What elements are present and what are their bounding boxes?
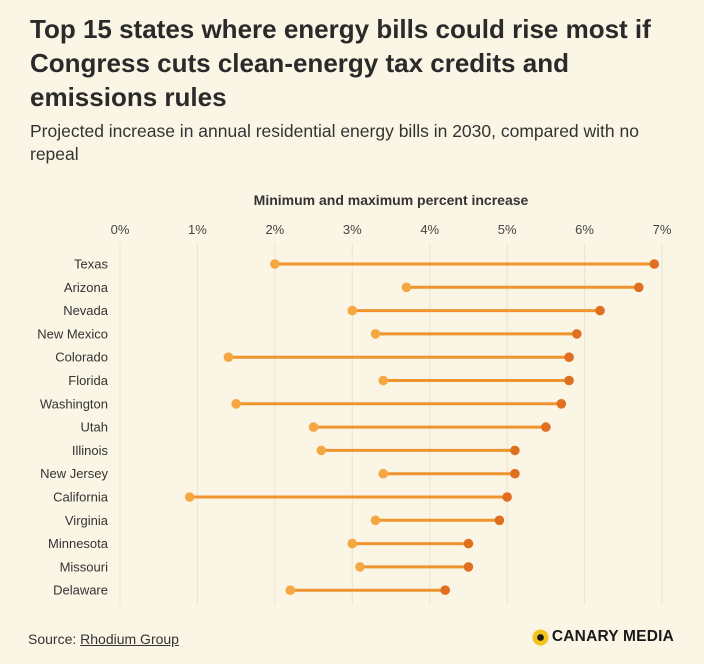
state-label: Florida bbox=[68, 373, 109, 388]
max-point bbox=[595, 305, 605, 316]
dumbbell-row: Florida bbox=[68, 373, 574, 388]
chart-title: Top 15 states where energy bills could r… bbox=[30, 14, 651, 112]
x-tick-label: 0% bbox=[111, 222, 130, 237]
max-point bbox=[649, 259, 660, 269]
dumbbell-row: Arizona bbox=[64, 280, 644, 295]
x-tick-label: 4% bbox=[420, 222, 439, 237]
max-point bbox=[633, 282, 644, 293]
max-point bbox=[564, 375, 574, 386]
x-tick-label: 6% bbox=[575, 222, 594, 237]
max-point bbox=[572, 329, 582, 339]
dumbbell-row: New Mexico bbox=[37, 326, 582, 341]
max-point bbox=[510, 445, 520, 456]
min-point bbox=[223, 352, 234, 363]
max-point bbox=[463, 562, 474, 572]
state-label: New Mexico bbox=[37, 326, 108, 341]
dumbbell-row: Missouri bbox=[60, 559, 474, 574]
dumbbell-row: Texas bbox=[74, 257, 660, 272]
min-point bbox=[316, 445, 327, 456]
source-note: Source: Rhodium Group bbox=[28, 631, 179, 647]
state-label: Minnesota bbox=[48, 536, 109, 551]
x-tick-label: 5% bbox=[498, 222, 517, 237]
state-label: Colorado bbox=[55, 350, 108, 365]
brand-name: CANARY MEDIA bbox=[551, 628, 674, 645]
min-point bbox=[378, 468, 389, 479]
x-tick-label: 3% bbox=[343, 222, 362, 237]
dumbbell-row: Colorado bbox=[55, 350, 574, 365]
min-point bbox=[184, 492, 195, 502]
max-point bbox=[510, 468, 520, 479]
min-point bbox=[347, 538, 358, 549]
dumbbell-row: Delaware bbox=[53, 583, 451, 598]
dumbbell-row: California bbox=[53, 490, 512, 505]
state-label: Arizona bbox=[64, 280, 109, 295]
state-label: Nevada bbox=[63, 303, 109, 318]
source-link[interactable]: Rhodium Group bbox=[80, 631, 179, 647]
dumbbell-row: Minnesota bbox=[48, 536, 474, 551]
state-label: Texas bbox=[74, 257, 108, 272]
max-point bbox=[440, 585, 451, 595]
min-point bbox=[355, 562, 365, 572]
dumbbell-row: Nevada bbox=[63, 303, 605, 318]
x-axis-title: Minimum and maximum percent increase bbox=[254, 192, 529, 208]
chart-subtitle: Projected increase in annual residential… bbox=[30, 121, 639, 164]
state-label: Virginia bbox=[65, 513, 109, 528]
min-point bbox=[401, 282, 412, 293]
dumbbell-row: Illinois bbox=[72, 443, 520, 458]
min-point bbox=[370, 515, 381, 526]
canary-logo-icon bbox=[532, 629, 549, 645]
dumbbell-row: Utah bbox=[81, 420, 551, 435]
x-tick-label: 7% bbox=[653, 222, 672, 237]
dumbbell-row: Virginia bbox=[65, 513, 505, 528]
dumbbell-row: New Jersey bbox=[40, 466, 520, 481]
state-label: Illinois bbox=[72, 443, 109, 458]
min-point bbox=[308, 422, 319, 432]
state-label: New Jersey bbox=[40, 466, 108, 481]
dumbbell-row: Washington bbox=[40, 396, 567, 411]
min-point bbox=[378, 375, 389, 386]
state-label: California bbox=[53, 490, 109, 505]
max-point bbox=[541, 422, 551, 432]
brand-logo: CANARY MEDIA bbox=[532, 628, 674, 646]
state-label: Missouri bbox=[60, 559, 109, 574]
min-point bbox=[231, 399, 241, 409]
max-point bbox=[494, 515, 505, 526]
x-tick-label: 2% bbox=[265, 222, 284, 237]
max-point bbox=[502, 492, 512, 502]
min-point bbox=[270, 259, 280, 269]
max-point bbox=[564, 352, 574, 363]
x-tick-label: 1% bbox=[188, 222, 207, 237]
state-label: Washington bbox=[40, 396, 108, 411]
state-label: Delaware bbox=[53, 583, 108, 598]
min-point bbox=[370, 329, 381, 339]
state-label: Utah bbox=[81, 420, 108, 435]
min-point bbox=[285, 585, 296, 595]
max-point bbox=[556, 399, 567, 409]
x-tick-labels: 0% 1% 2% 3% 4% 5% 6% 7% bbox=[111, 222, 672, 237]
gridlines bbox=[119, 243, 663, 605]
max-point bbox=[463, 538, 474, 549]
min-point bbox=[347, 305, 358, 316]
dumbbell-chart: Minimum and maximum percent increase 0% 1… bbox=[37, 192, 672, 605]
source-label: Source: bbox=[28, 631, 81, 647]
data-rows: Texas Arizona Nevada New Mexico Colorado Flor… bbox=[37, 257, 660, 598]
